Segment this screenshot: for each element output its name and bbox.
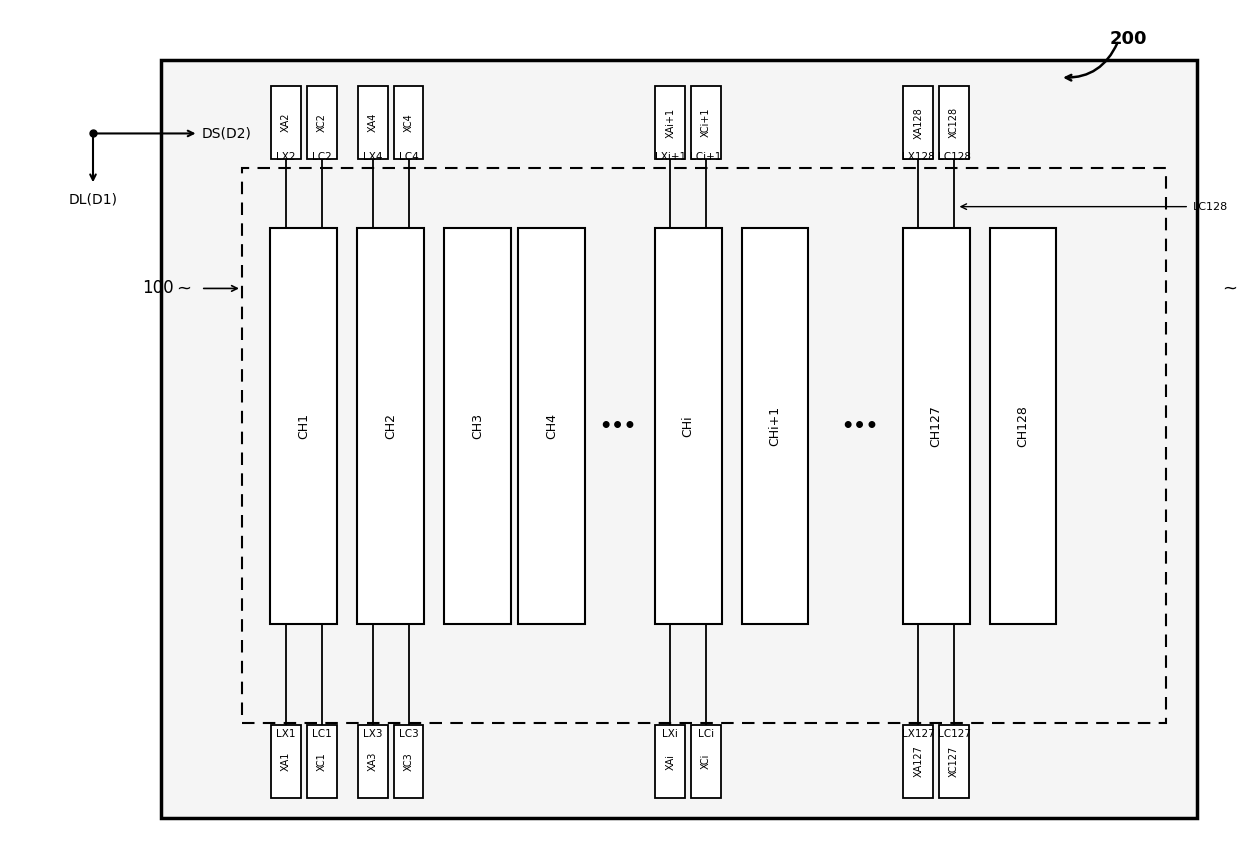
Bar: [990, 228, 1056, 624]
Bar: [357, 228, 424, 624]
Bar: [903, 86, 934, 159]
Text: XCi: XCi: [701, 754, 712, 769]
Text: LX2: LX2: [277, 152, 295, 162]
Text: CH127: CH127: [930, 406, 942, 447]
Text: XA3: XA3: [367, 752, 378, 771]
Text: 100: 100: [141, 280, 174, 297]
Text: LXi: LXi: [662, 729, 678, 740]
Bar: [357, 725, 387, 798]
Text: •••: •••: [599, 417, 636, 436]
Text: CH2: CH2: [384, 413, 397, 439]
Text: DL(D1): DL(D1): [68, 193, 118, 207]
Text: LC2: LC2: [312, 152, 331, 162]
Text: LC127: LC127: [937, 729, 971, 740]
Text: LX127: LX127: [901, 729, 935, 740]
Bar: [270, 228, 337, 624]
Bar: [655, 228, 722, 624]
Bar: [306, 86, 337, 159]
Text: LCi+1: LCi+1: [691, 152, 722, 162]
Text: •••: •••: [841, 417, 878, 436]
Text: ~: ~: [1223, 280, 1238, 297]
Text: LX1: LX1: [277, 729, 295, 740]
Bar: [394, 725, 424, 798]
Text: CH4: CH4: [546, 413, 558, 439]
Text: CH1: CH1: [298, 413, 310, 439]
Bar: [940, 86, 970, 159]
Text: 200: 200: [1110, 30, 1147, 47]
Bar: [742, 228, 808, 624]
Bar: [270, 86, 300, 159]
Bar: [940, 725, 970, 798]
Bar: [444, 228, 511, 624]
Text: XA1: XA1: [280, 752, 291, 771]
Text: LC128: LC128: [937, 152, 971, 162]
Text: XC4: XC4: [403, 114, 414, 132]
Text: XC127: XC127: [949, 746, 960, 777]
Text: XAi+1: XAi+1: [665, 108, 676, 138]
Text: LC3: LC3: [399, 729, 418, 740]
Text: CH3: CH3: [471, 413, 484, 439]
Text: XA128: XA128: [913, 107, 924, 139]
Text: LC128: LC128: [1193, 201, 1228, 212]
Text: CHi: CHi: [682, 415, 694, 437]
Bar: [518, 228, 585, 624]
Text: LXi+1: LXi+1: [655, 152, 686, 162]
Text: LX4: LX4: [363, 152, 382, 162]
Bar: [903, 725, 934, 798]
Text: XC1: XC1: [316, 753, 327, 771]
Bar: [903, 228, 970, 624]
Text: XA127: XA127: [913, 746, 924, 777]
Bar: [357, 86, 387, 159]
Bar: [394, 86, 424, 159]
Text: LX128: LX128: [901, 152, 935, 162]
Text: XAi: XAi: [665, 753, 676, 770]
Text: XC3: XC3: [403, 753, 414, 771]
Text: XCi+1: XCi+1: [701, 108, 712, 138]
Text: CHi+1: CHi+1: [769, 406, 781, 446]
Text: XC2: XC2: [316, 114, 327, 132]
Bar: [692, 86, 720, 159]
Bar: [692, 725, 720, 798]
Bar: [161, 60, 1197, 818]
Text: XC128: XC128: [949, 107, 960, 139]
Text: LC4: LC4: [399, 152, 418, 162]
Bar: [270, 725, 300, 798]
Text: CH128: CH128: [1017, 406, 1029, 447]
Bar: [306, 725, 337, 798]
Text: ~: ~: [176, 280, 191, 297]
Bar: [242, 168, 1166, 723]
Text: XA2: XA2: [280, 113, 291, 133]
Text: LCi: LCi: [698, 729, 714, 740]
Text: LC1: LC1: [312, 729, 331, 740]
Text: LX3: LX3: [363, 729, 382, 740]
Text: XA4: XA4: [367, 113, 378, 133]
Bar: [656, 725, 686, 798]
Text: DS(D2): DS(D2): [202, 127, 252, 140]
Bar: [656, 86, 686, 159]
